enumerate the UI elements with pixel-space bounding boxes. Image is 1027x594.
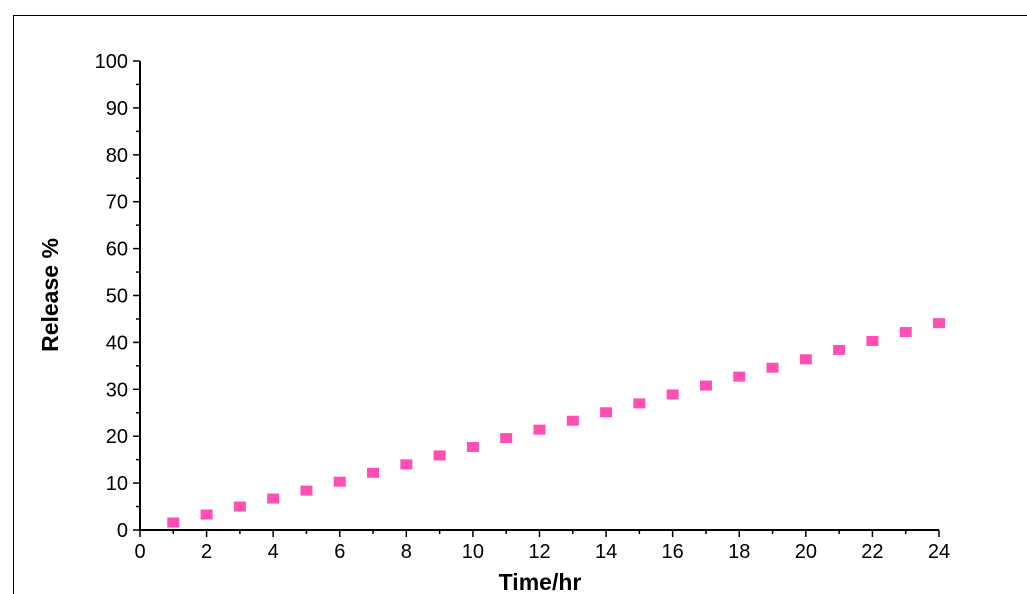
data-point: [766, 362, 779, 373]
plot-area: 0 2 4 6 8 10 12 14 16 18 20 22 240102030405060708090…: [95, 51, 951, 563]
data-point: [733, 371, 746, 382]
data-point: [633, 398, 646, 409]
y-tick-label: 80: [106, 145, 128, 167]
y-tick-label: 40: [106, 332, 128, 354]
y-tick-label: 0: [117, 520, 128, 542]
x-tick-label: 8: [401, 541, 412, 563]
data-point: [367, 467, 380, 478]
data-point: [799, 354, 812, 365]
data-point: [167, 517, 180, 528]
x-tick-label: 4: [268, 541, 279, 563]
data-point: [333, 476, 346, 487]
x-tick-label: 6: [334, 541, 345, 563]
data-point: [300, 485, 313, 496]
data-point: [699, 380, 712, 391]
y-tick-label: 70: [106, 192, 128, 214]
x-axis-title: Time/hr: [499, 569, 582, 594]
y-tick-label: 100: [95, 51, 128, 73]
x-tick-label: 0: [134, 541, 145, 563]
y-tick-label: 50: [106, 286, 128, 308]
data-point: [899, 327, 912, 338]
y-tick-label: 20: [106, 426, 128, 448]
data-point: [267, 493, 280, 504]
y-tick-label: 60: [106, 239, 128, 261]
x-tick-label: 22: [861, 541, 883, 563]
y-tick-label: 90: [106, 98, 128, 120]
x-tick-label: 24: [928, 541, 950, 563]
x-tick-label: 14: [595, 541, 617, 563]
x-tick-label: 18: [728, 541, 750, 563]
x-tick-label: 20: [795, 541, 817, 563]
data-point: [433, 450, 446, 461]
data-point: [600, 407, 613, 418]
data-point: [933, 318, 945, 329]
data-point: [833, 344, 846, 355]
data-point: [400, 459, 413, 470]
data-point: [500, 433, 513, 444]
y-axis-title: Release %: [37, 238, 63, 352]
data-point: [233, 501, 246, 512]
data-point: [666, 389, 679, 400]
data-point: [566, 415, 579, 426]
data-point: [466, 441, 479, 452]
x-tick-label: 10: [462, 541, 484, 563]
x-tick-label: 2: [201, 541, 212, 563]
data-point: [866, 335, 879, 346]
y-tick-label: 10: [106, 473, 128, 495]
x-tick-label: 16: [662, 541, 684, 563]
data-point: [533, 424, 546, 435]
data-point: [200, 509, 213, 520]
x-tick-label: 12: [528, 541, 550, 563]
y-tick-label: 30: [106, 379, 128, 401]
